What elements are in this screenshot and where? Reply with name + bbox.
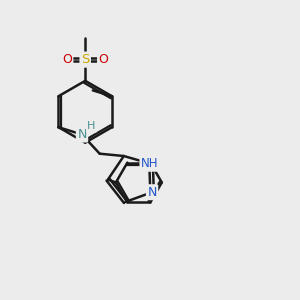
Text: N: N [77, 128, 87, 141]
Text: H: H [87, 121, 96, 131]
Text: S: S [81, 53, 89, 66]
Text: O: O [62, 53, 72, 66]
Text: N: N [147, 186, 157, 199]
Text: O: O [98, 53, 108, 66]
Text: NH: NH [141, 157, 158, 170]
